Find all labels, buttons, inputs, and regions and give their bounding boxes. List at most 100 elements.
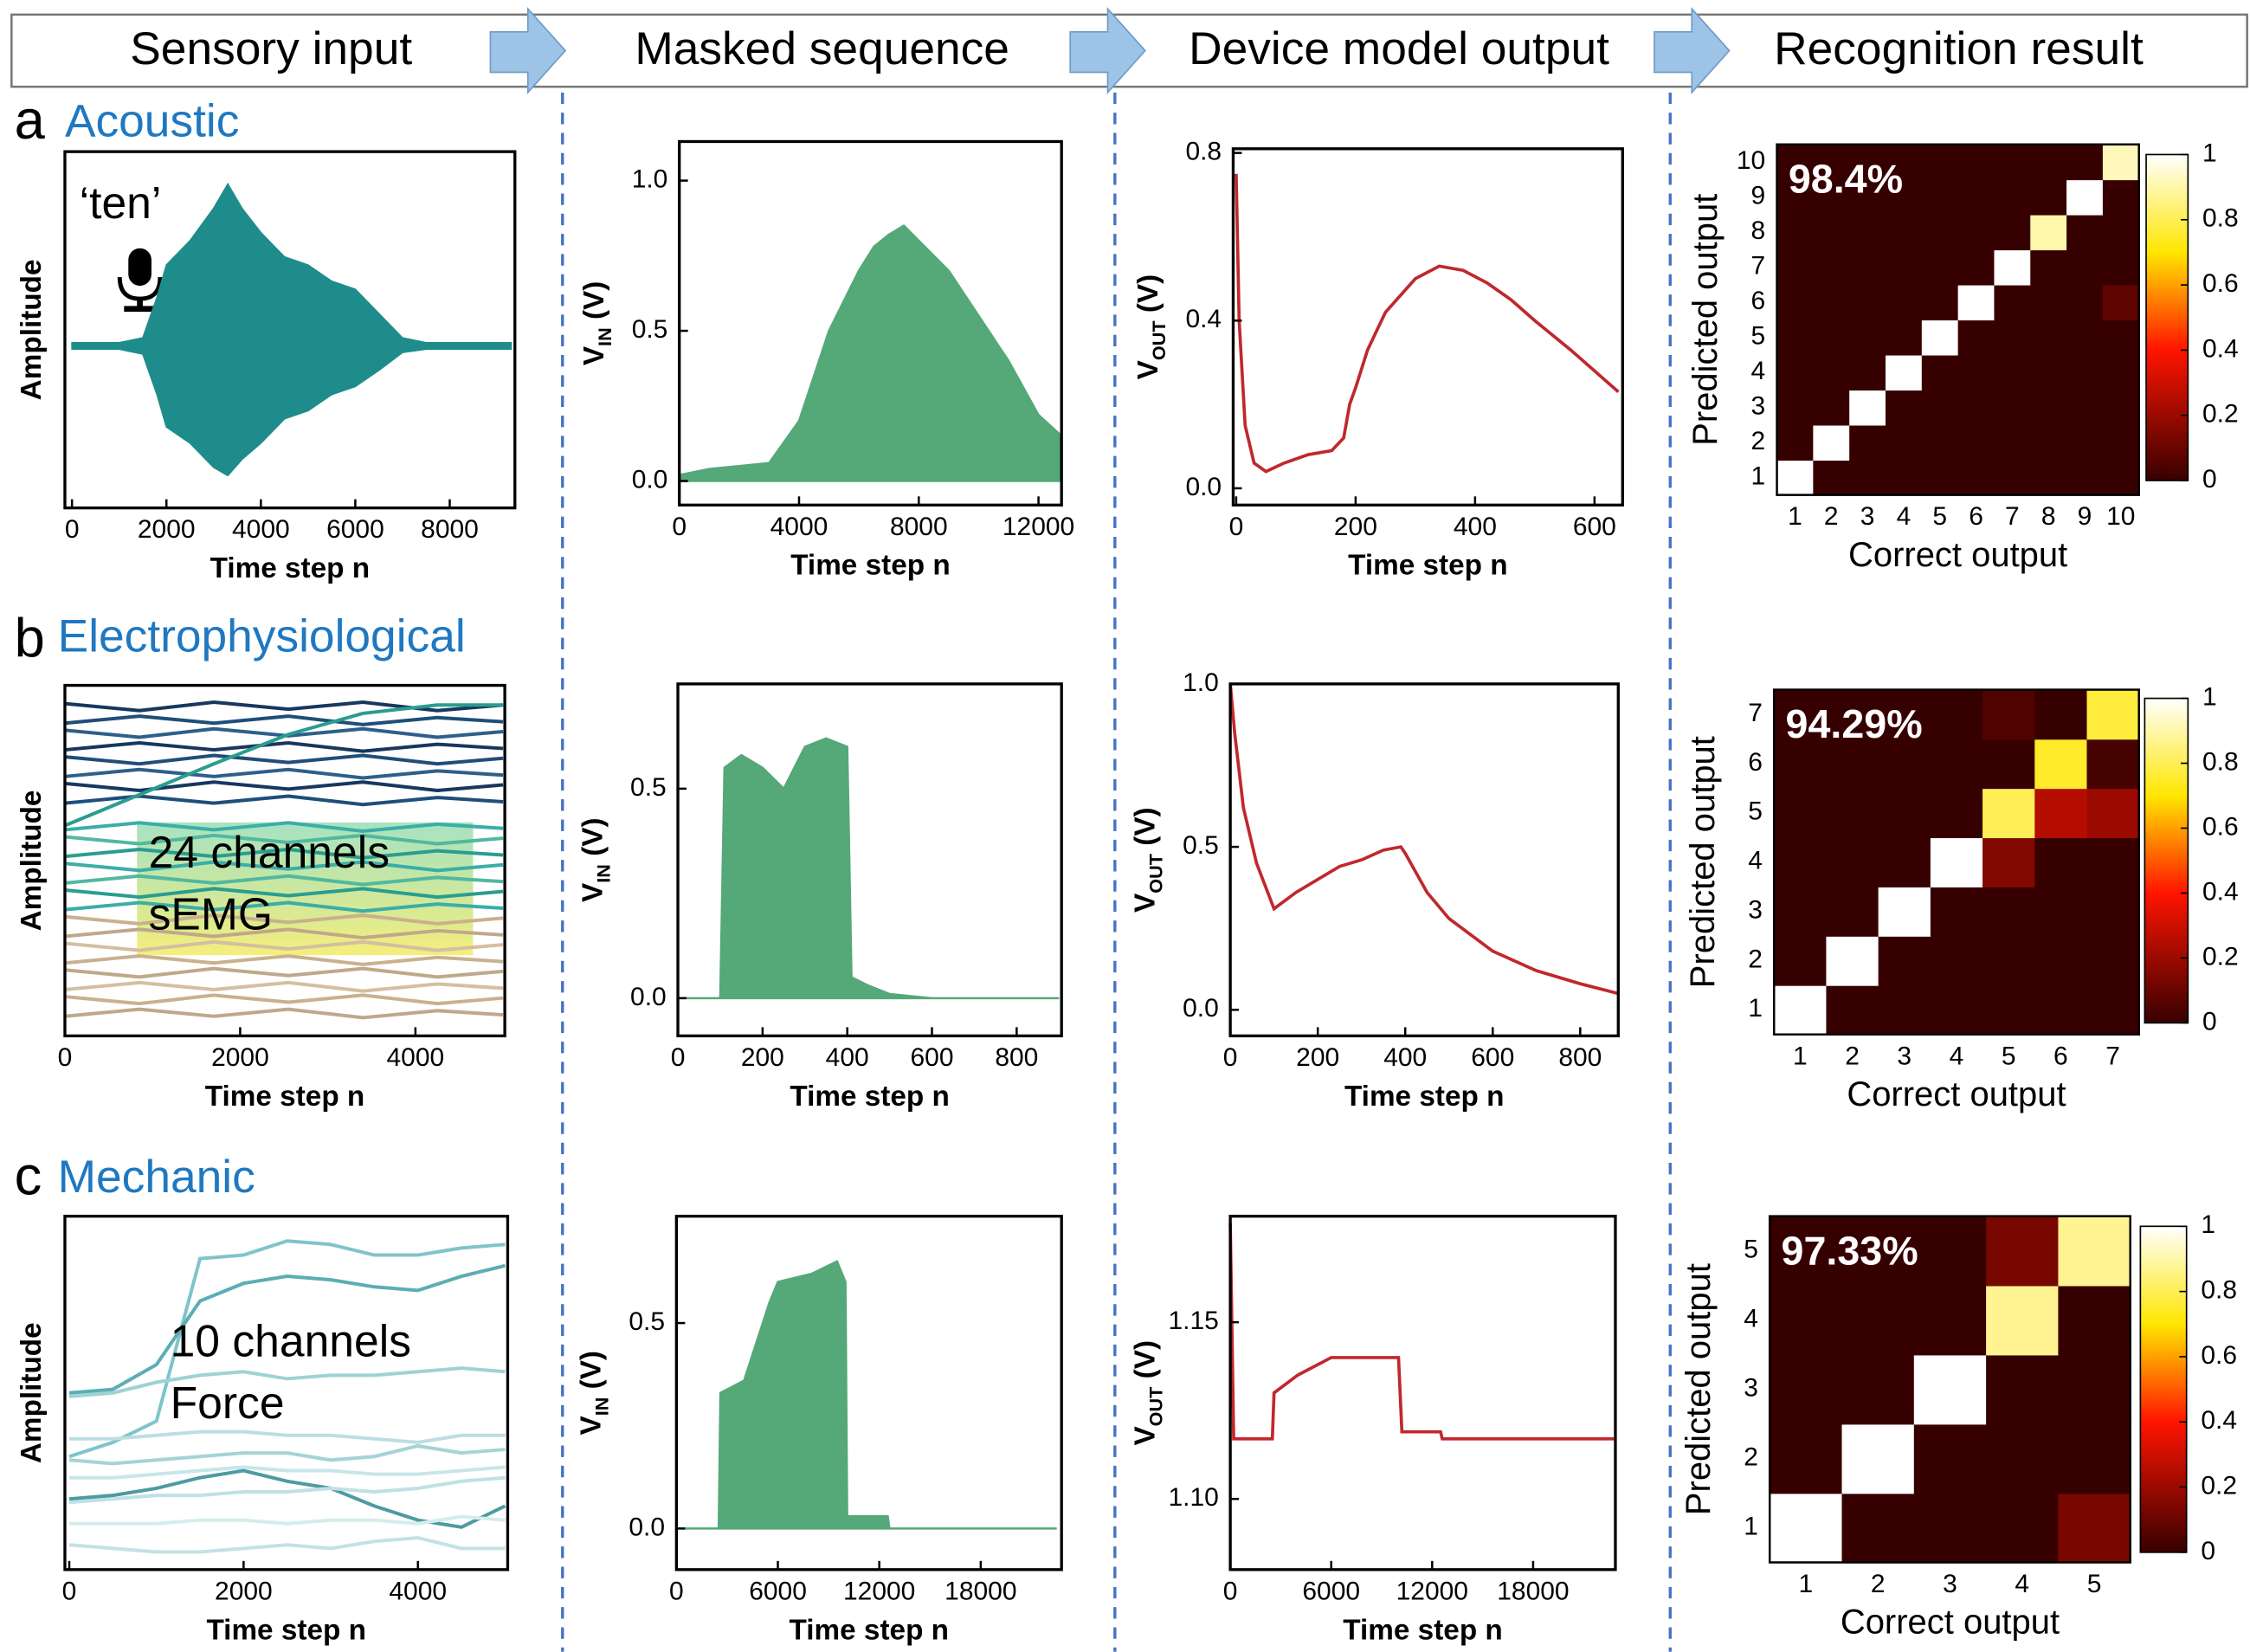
heatmap-cell: [1913, 1423, 1987, 1494]
y-tick-label: 2: [1744, 1442, 1758, 1471]
x-tick-label: 400: [1383, 1043, 1427, 1072]
y-tick-label: 0.8: [1185, 138, 1222, 166]
heatmap-cell: [2086, 837, 2140, 887]
colorbar-tick-label: 0.4: [2202, 334, 2239, 363]
heatmap-cell: [1921, 460, 1959, 496]
heatmap-cell: [1813, 249, 1851, 286]
x-tick-label: 800: [1558, 1043, 1602, 1072]
heatmap-cell: [1982, 689, 2036, 740]
annotation: 24 channels: [149, 827, 390, 877]
channel-line: [64, 860, 504, 873]
heatmap-cell: [1776, 284, 1815, 321]
x-tick-label: 12000: [843, 1577, 915, 1605]
heatmap-cell: [2102, 354, 2140, 391]
waveform: [71, 182, 513, 477]
channel-line: [64, 900, 504, 913]
x-tick-label: 200: [741, 1043, 784, 1072]
channel-line: [64, 954, 504, 966]
y-axis-label-sub: IN: [594, 327, 616, 346]
x-tick-label: 18000: [1497, 1577, 1569, 1605]
heatmap-cell: [1982, 837, 2036, 887]
channel-line: [64, 848, 504, 860]
y-axis-label-sub: OUT: [1148, 320, 1170, 360]
x-axis-label: Time step n: [1344, 1081, 1505, 1113]
heatmap-cell: [1921, 249, 1959, 286]
heatmap-cell: [1982, 887, 2036, 937]
heatmap-cell: [2086, 935, 2140, 986]
x-tick-label: 5: [2002, 1042, 2016, 1070]
plot-frame: [1228, 1214, 1617, 1571]
heatmap-cell: [2102, 460, 2140, 496]
y-tick-label: 1.0: [1183, 668, 1219, 697]
y-tick-label: 0.5: [632, 315, 668, 344]
heatmap-cell: [1813, 179, 1851, 216]
channel-line: [64, 753, 504, 766]
heatmap-cell: [2066, 460, 2104, 496]
heatmap-cell: [1982, 739, 2036, 790]
heatmap-cell: [2086, 788, 2140, 839]
x-tick-label: 200: [1334, 513, 1377, 541]
y-axis-label-unit: (V): [1129, 1340, 1161, 1387]
y-tick-label: 0.0: [630, 983, 667, 1011]
colorbar-tick-label: 0: [2202, 465, 2217, 494]
y-tick-label: 5: [1748, 797, 1763, 826]
y-axis-label-unit: (V): [1132, 274, 1164, 321]
x-axis-label: Time step n: [210, 552, 371, 584]
y-tick-label: 5: [1751, 321, 1766, 350]
channel-line: [68, 1366, 506, 1398]
x-tick-label: 4000: [387, 1043, 445, 1072]
heatmap-cell: [1813, 144, 1851, 181]
y-tick-label: 4: [1751, 357, 1766, 385]
heatmap-cell: [1776, 249, 1815, 286]
heatmap-cell: [1921, 284, 1959, 321]
y-tick-label: 2: [1748, 945, 1763, 973]
output-line: [1235, 173, 1620, 474]
arrow: [1069, 7, 1146, 95]
y-tick-label: 1.0: [632, 165, 668, 193]
heatmap-cell: [1878, 739, 1931, 790]
y-axis-label: VIN (V): [577, 817, 614, 902]
plot-frame: [1231, 147, 1624, 507]
plot-frame: [676, 682, 1063, 1038]
heatmap-cell: [1930, 689, 1983, 740]
y-tick-label: 2: [1751, 427, 1766, 455]
x-tick-label: 4: [1897, 502, 1912, 531]
y-tick-label: 0.5: [629, 1307, 665, 1336]
heatmap-cell: [1930, 837, 1983, 887]
x-tick-label: 200: [1296, 1043, 1339, 1072]
heatmap-cell: [2066, 249, 2104, 286]
y-axis-label-unit: (V): [576, 1351, 608, 1397]
row-title: Acoustic: [65, 96, 239, 147]
heatmap-cell: [1813, 390, 1851, 426]
x-tick-label: 5: [1932, 502, 1947, 531]
x-tick-label: 7: [2105, 1042, 2120, 1070]
plot-frame: [674, 1214, 1063, 1571]
x-tick-label: 4000: [770, 513, 828, 541]
channel-line: [64, 980, 504, 993]
annotation: 10 channels: [171, 1316, 411, 1366]
channel-line: [64, 874, 504, 887]
colorbar-tick-label: 0: [2201, 1537, 2215, 1565]
x-tick-label: 600: [1471, 1043, 1514, 1072]
channel-line: [64, 700, 504, 713]
heatmap-cell: [2102, 390, 2140, 426]
colorbar-tick-label: 0.6: [2201, 1341, 2237, 1370]
heatmap-cell: [1770, 1354, 1843, 1425]
heatmap-cell: [1774, 739, 1828, 790]
heatmap-cell: [1776, 460, 1815, 496]
colorbar-tick-label: 1: [2201, 1210, 2215, 1239]
y-axis-label-unit: (V): [577, 817, 609, 864]
heatmap-cell: [2066, 214, 2104, 251]
panel-letter: a: [15, 90, 46, 151]
heatmap-cell: [2030, 354, 2067, 391]
y-tick-label: 0.0: [629, 1513, 665, 1541]
x-tick-label: 7: [2005, 502, 2020, 531]
heatmap-cell: [2034, 984, 2088, 1036]
heatmap-cell: [1986, 1354, 2060, 1425]
x-axis-label: Correct output: [1847, 1075, 2066, 1113]
heatmap-cell: [1841, 1423, 1915, 1494]
heatmap-cell: [1986, 1493, 2060, 1564]
heatmap-cell: [2030, 214, 2067, 251]
colorbar-tick-label: 0.8: [2202, 204, 2239, 233]
y-tick-label: 0.0: [1183, 994, 1219, 1023]
